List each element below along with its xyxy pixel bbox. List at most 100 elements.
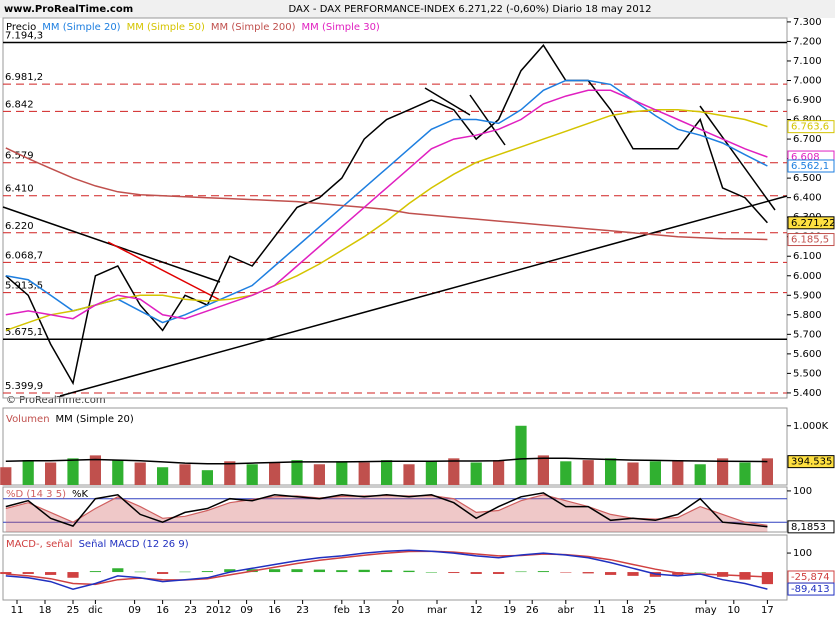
- bar: [22, 460, 34, 485]
- bar: [269, 462, 281, 485]
- y-tick-label: 5.800: [793, 310, 822, 321]
- line: [5, 457, 768, 465]
- x-tick-label: 23: [296, 605, 309, 616]
- x-tick-label: 09: [240, 605, 253, 616]
- bar: [157, 572, 169, 574]
- bar: [358, 462, 370, 485]
- line: [5, 44, 768, 386]
- bar: [448, 458, 460, 485]
- trend-line: [424, 87, 471, 116]
- bar: [246, 464, 258, 485]
- bar: [761, 458, 773, 485]
- bar: [224, 569, 236, 573]
- y-tick-label: 7.000: [793, 75, 822, 86]
- bar: [672, 460, 684, 485]
- value-tag-label: 6.185,5: [791, 235, 829, 246]
- bar: [336, 570, 348, 573]
- value-tag: [787, 159, 835, 173]
- bar: [627, 462, 639, 485]
- bar: [0, 467, 12, 485]
- bar: [470, 462, 482, 485]
- x-tick-label: mar: [427, 605, 448, 616]
- trend-line: [469, 94, 506, 146]
- bar: [582, 572, 594, 574]
- y-tick-label: 7.100: [793, 56, 822, 67]
- bar: [560, 461, 572, 485]
- value-tag: [787, 455, 835, 469]
- line: [5, 550, 768, 586]
- bar: [134, 462, 146, 485]
- y-tick-label: 1.000K: [793, 421, 829, 432]
- y-tick-label: 5.500: [793, 368, 822, 379]
- bar: [269, 569, 281, 573]
- y-tick-label: 5.700: [793, 329, 822, 340]
- bar: [425, 572, 437, 573]
- bar: [89, 571, 101, 573]
- bar: [134, 571, 146, 573]
- bar: [112, 460, 124, 485]
- value-tag: [787, 233, 835, 247]
- bar: [403, 570, 415, 573]
- trend-line: [699, 105, 776, 211]
- x-tick-label: abr: [558, 605, 575, 616]
- bar: [0, 572, 12, 574]
- bar: [313, 569, 325, 573]
- value-tag-label: 6.608: [791, 152, 820, 163]
- bar: [582, 460, 594, 485]
- line: [5, 109, 768, 332]
- bar: [291, 460, 303, 485]
- bar: [425, 461, 437, 485]
- value-tag: [787, 120, 835, 134]
- bar: [381, 460, 393, 485]
- bar: [448, 572, 460, 574]
- x-tick-label: dic: [88, 605, 103, 616]
- x-tick-label: 16: [268, 605, 281, 616]
- bar: [179, 571, 191, 573]
- bar: [67, 458, 79, 485]
- level-label: 5.913,5: [5, 281, 43, 292]
- y-tick-label: 7.300: [793, 17, 822, 28]
- y-tick-label: 7.200: [793, 36, 822, 47]
- bar: [649, 461, 661, 485]
- x-tick-label: 16: [156, 605, 169, 616]
- x-tick-label: 18: [621, 605, 634, 616]
- panel: [2, 17, 788, 399]
- legend-entry: MM (Simple 200): [211, 22, 296, 33]
- y-tick-label: 5.600: [793, 349, 822, 360]
- value-tag: [787, 582, 835, 596]
- bar: [537, 571, 549, 573]
- bar: [381, 570, 393, 573]
- level-label: 6.579: [5, 151, 34, 162]
- bar: [313, 464, 325, 485]
- x-tick-label: 17: [761, 605, 774, 616]
- x-tick-label: 20: [391, 605, 404, 616]
- legend-entry: MM (Simple 20): [42, 22, 120, 33]
- legend-entry: MACD-, señal: [6, 539, 73, 550]
- value-tag-label: 6.562,1: [791, 161, 829, 172]
- value-tag-label: -89,413: [791, 584, 830, 595]
- trend-line: [59, 195, 788, 397]
- legend-entry: Precio: [6, 22, 36, 33]
- bar: [694, 464, 706, 485]
- value-tag: [787, 216, 835, 230]
- x-tick-label: 13: [358, 605, 371, 616]
- legend-entry: MM (Simple 50): [127, 22, 205, 33]
- value-tag-label: 394.535: [791, 457, 832, 468]
- x-tick-label: 19: [503, 605, 516, 616]
- bar: [605, 458, 617, 485]
- y-tick-label: 6.000: [793, 271, 822, 282]
- y-tick-label: 6.400: [793, 193, 822, 204]
- line: [5, 89, 768, 320]
- bar: [336, 461, 348, 485]
- x-tick-label: 09: [128, 605, 141, 616]
- bar: [403, 464, 415, 485]
- y-tick-label: 100: [793, 548, 812, 559]
- level-label: 6.410: [5, 184, 34, 195]
- bar: [358, 569, 370, 573]
- line: [5, 549, 768, 590]
- bar: [761, 572, 773, 585]
- x-tick-label: 26: [526, 605, 539, 616]
- x-tick-label: 11: [593, 605, 606, 616]
- bar: [201, 470, 213, 485]
